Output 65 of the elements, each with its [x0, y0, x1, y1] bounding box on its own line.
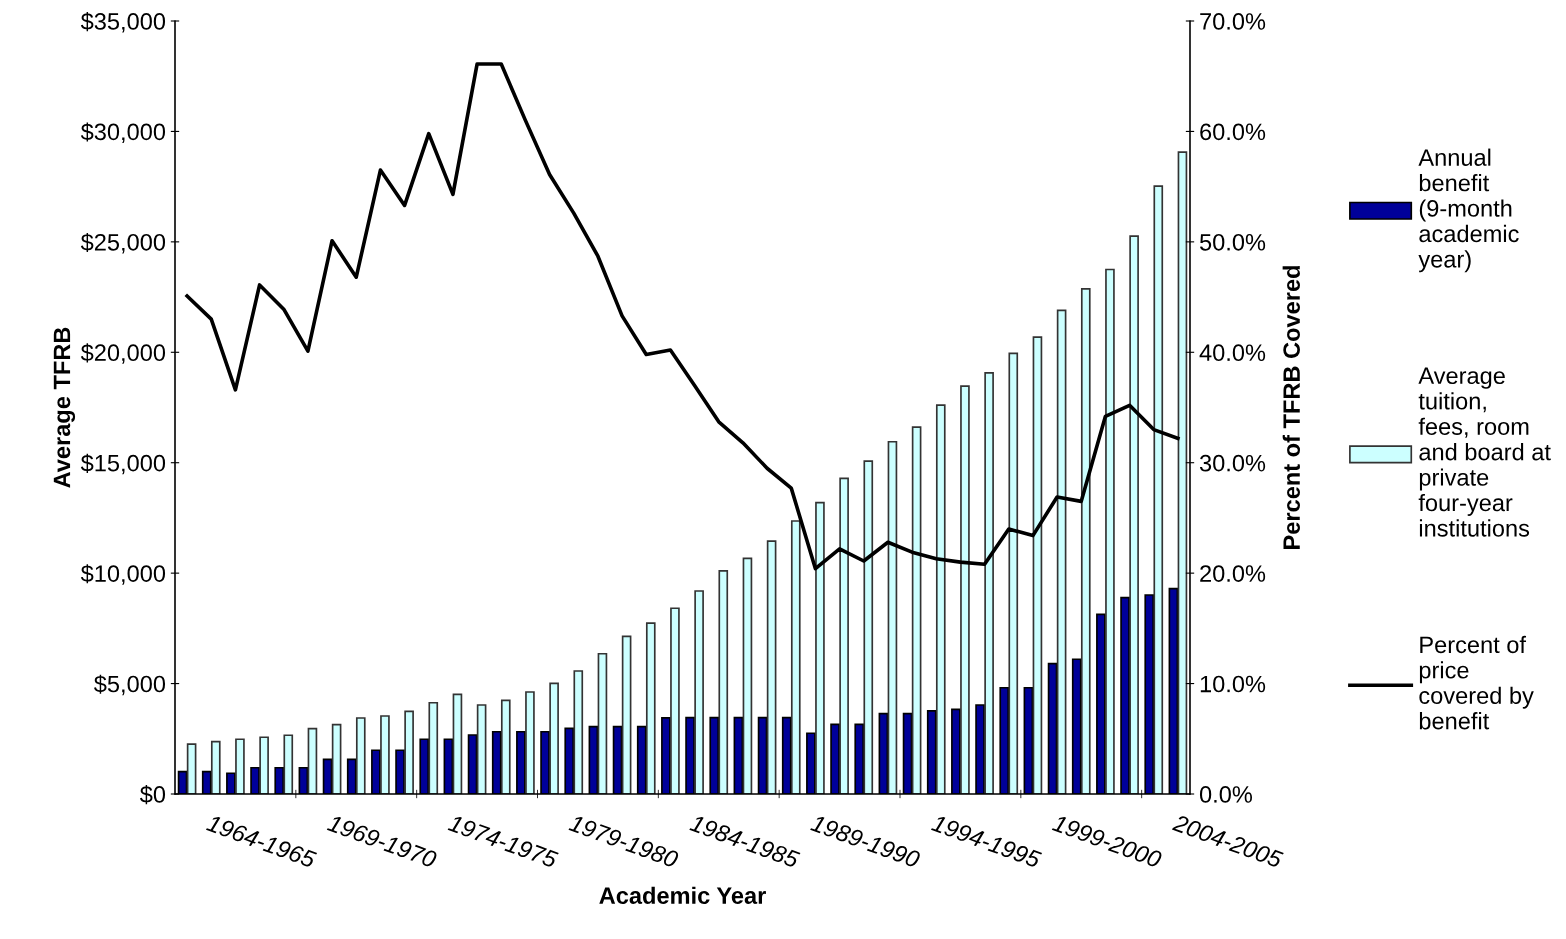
bar [790, 520, 801, 794]
bar [766, 540, 777, 794]
bar [670, 607, 680, 794]
bar [887, 440, 898, 794]
bar [573, 670, 584, 794]
bar [1129, 235, 1139, 794]
bar [911, 426, 922, 794]
x-axis-title: Academic Year [599, 886, 766, 904]
bar [863, 460, 874, 794]
bar [380, 715, 390, 794]
bar [307, 727, 318, 794]
bar [597, 652, 608, 794]
bar [718, 570, 729, 794]
bar [960, 385, 970, 794]
bar [404, 710, 414, 794]
bar [742, 557, 753, 794]
bar [1032, 336, 1043, 794]
bar [186, 743, 197, 794]
y2-tick-label: 70.0% [1200, 13, 1266, 30]
bar [1080, 288, 1091, 794]
y2-tick-label: 0.0% [1199, 786, 1252, 803]
y-tick-label: $5,000 [94, 674, 166, 696]
legend-label: Annual benefit (9-month academic year) [1418, 148, 1519, 273]
y-tick-label: $35,000 [80, 12, 166, 33]
bar [1056, 309, 1067, 794]
bar [331, 723, 342, 794]
bar [645, 622, 656, 794]
y2-tick-label: 20.0% [1200, 565, 1266, 582]
y2-axis-title: Percent of TFRB Covered [1282, 266, 1300, 549]
y2-tick-label: 50.0% [1199, 233, 1266, 251]
bar [694, 590, 704, 794]
bar [476, 704, 487, 794]
bar [1177, 151, 1188, 794]
bar [549, 682, 559, 794]
bar [259, 736, 269, 794]
y2-tick-label: 40.0% [1199, 344, 1266, 362]
bar [452, 693, 463, 794]
bar [984, 371, 994, 794]
legend-label: Percent of price covered by benefit [1419, 635, 1534, 730]
bar [428, 701, 439, 794]
bar [525, 691, 535, 794]
bar [235, 738, 245, 794]
bar [1105, 268, 1115, 794]
y2-tick-label: 60.0% [1200, 123, 1266, 141]
y-tick-label: $20,000 [80, 343, 166, 364]
y-tick-label: $30,000 [80, 122, 166, 144]
bar [1153, 185, 1164, 794]
bar [815, 501, 825, 794]
bar [621, 635, 632, 794]
bar [839, 477, 849, 794]
bar [935, 404, 946, 794]
line-series [185, 62, 1180, 571]
bar [500, 699, 511, 794]
bar [283, 734, 294, 794]
bar [1008, 352, 1019, 794]
y-tick-label: $0 [139, 785, 166, 805]
y-tick-label: $15,000 [80, 453, 166, 475]
y-tick-label: $25,000 [80, 232, 166, 254]
y-tick-label: $10,000 [80, 564, 166, 585]
bar [210, 740, 221, 794]
y2-tick-label: 30.0% [1199, 454, 1266, 472]
y-axis-title: Average TFRB [53, 327, 76, 488]
bar [355, 717, 366, 794]
legend-label: Average tuition, fees, room and board at private four-year institutions [1418, 367, 1551, 537]
y2-tick-label: 10.0% [1200, 675, 1266, 693]
